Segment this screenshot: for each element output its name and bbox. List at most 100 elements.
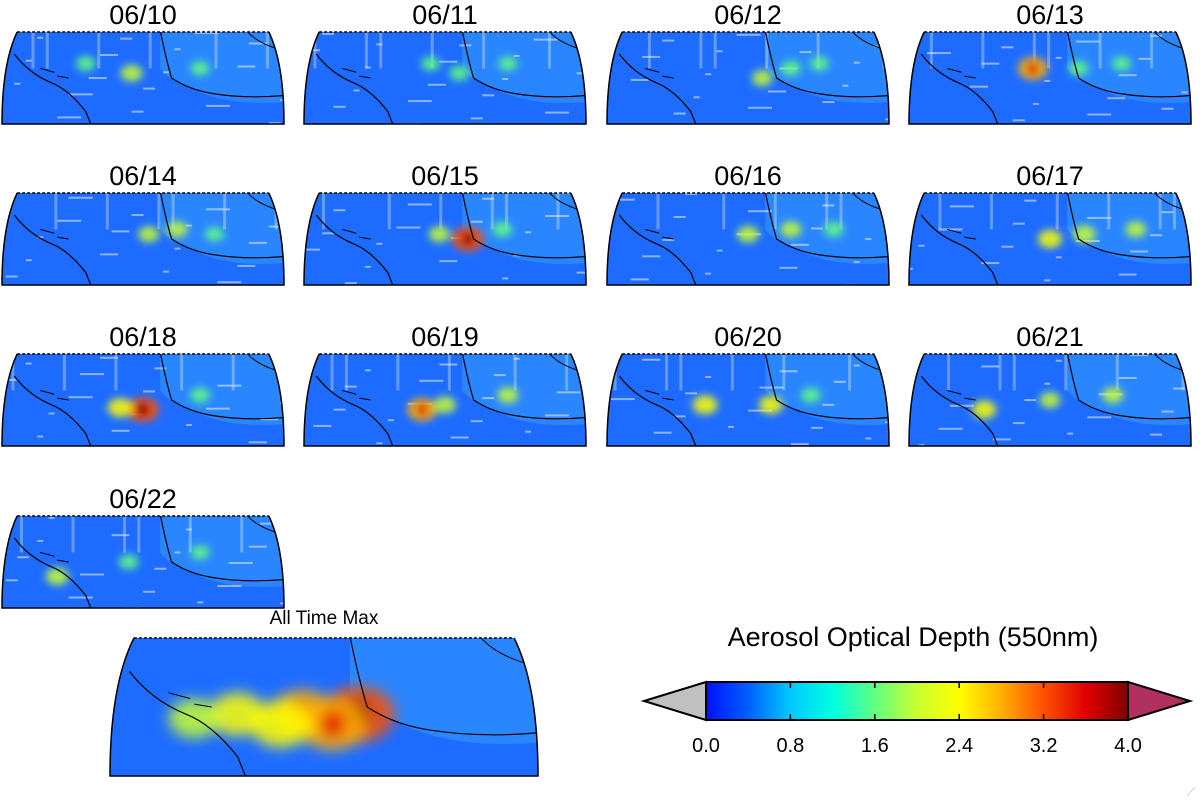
missing-data-swath <box>848 354 852 391</box>
coastline-islands <box>168 692 212 708</box>
missing-data-swath <box>265 32 269 69</box>
land-africa <box>160 516 284 588</box>
missing-data-streak <box>5 378 18 381</box>
aerosol-hotspot <box>421 56 441 71</box>
panel-date-label: 06/14 <box>109 161 177 191</box>
missing-data-streak <box>909 68 913 71</box>
missing-data-streak <box>280 99 284 102</box>
missing-data-streak <box>344 282 357 285</box>
missing-data-swath <box>505 193 509 230</box>
missing-data-swath <box>283 354 284 391</box>
coastline-islands <box>644 389 674 401</box>
missing-data-streak <box>143 87 155 90</box>
land-africa <box>765 32 889 104</box>
missing-data-streak <box>556 391 581 394</box>
coastline-america <box>618 375 698 446</box>
map-border <box>1 192 285 286</box>
missing-data-streak <box>68 93 93 96</box>
missing-data-swath <box>981 32 985 69</box>
missing-data-streak <box>48 412 55 415</box>
missing-data-streak <box>304 248 320 251</box>
daily-aod-map <box>908 31 1192 126</box>
missing-data-streak <box>470 420 483 423</box>
missing-data-streak <box>100 356 119 359</box>
missing-data-streak <box>88 77 107 80</box>
coastline-america <box>315 53 395 124</box>
missing-data-swath <box>322 193 326 230</box>
coastline-africa <box>1066 32 1191 98</box>
missing-data-streak <box>217 585 242 588</box>
missing-data-swath <box>180 354 184 391</box>
aerosol-hotspot <box>823 221 844 237</box>
missing-data-streak <box>100 253 119 256</box>
missing-data-streak <box>981 262 1000 265</box>
missing-data-streak <box>1150 34 1163 37</box>
daily-aod-map <box>606 31 890 125</box>
missing-data-streak <box>981 62 1000 65</box>
missing-data-streak <box>653 431 672 434</box>
missing-data-streak <box>194 32 219 34</box>
aerosol-hotspot <box>801 387 821 403</box>
aerosol-hotspot <box>1102 387 1124 404</box>
missing-data-swath <box>647 32 651 69</box>
missing-data-streak <box>1118 376 1137 379</box>
missing-data-streak <box>662 39 675 42</box>
map-border <box>908 31 1192 125</box>
missing-data-streak <box>822 403 835 406</box>
missing-data-swath <box>679 354 683 391</box>
missing-data-swath <box>447 354 451 391</box>
coastline-africa <box>349 638 538 736</box>
missing-data-swath <box>20 516 24 553</box>
panel-date-label: 06/16 <box>714 161 782 191</box>
missing-data-swath <box>556 193 560 230</box>
coastline-africa <box>159 193 284 259</box>
missing-data-streak <box>630 78 649 81</box>
missing-data-streak <box>280 602 284 605</box>
missing-data-swath <box>490 193 494 230</box>
missing-data-streak <box>25 259 32 262</box>
daily-aod-map <box>1 353 285 448</box>
panel-date-label: 06/13 <box>1016 0 1084 30</box>
aerosol-hotspot <box>737 225 759 243</box>
panel-date-label: 06/21 <box>1016 322 1084 352</box>
missing-data-swath <box>947 354 951 391</box>
aerosol-hotspot <box>1038 229 1062 249</box>
missing-data-swath <box>1107 193 1111 230</box>
missing-data-streak <box>174 447 180 448</box>
aerosol-hotspot <box>190 387 211 403</box>
aerosol-hotspot <box>428 226 450 243</box>
missing-data-swath <box>31 32 35 69</box>
missing-data-streak <box>759 386 784 389</box>
missing-data-streak <box>80 573 105 576</box>
missing-data-streak <box>407 203 432 206</box>
missing-data-streak <box>885 118 889 121</box>
missing-data-swath <box>825 193 829 230</box>
missing-data-streak <box>810 227 823 230</box>
missing-data-streak <box>470 220 483 223</box>
missing-data-streak <box>810 426 823 429</box>
missing-data-swath <box>565 354 569 391</box>
aerosol-hotspot <box>497 387 519 404</box>
map-border <box>908 353 1192 447</box>
missing-data-swath <box>171 193 175 230</box>
panel-date-label: 06/15 <box>411 161 479 191</box>
coastline-islands <box>39 67 69 79</box>
missing-data-streak <box>909 267 913 270</box>
missing-data-swath <box>773 193 777 230</box>
missing-data-streak <box>260 522 279 525</box>
missing-data-streak <box>111 534 130 537</box>
missing-data-streak <box>37 435 44 438</box>
missing-data-streak <box>790 243 809 246</box>
missing-data-swath <box>699 32 703 69</box>
missing-data-streak <box>662 239 675 241</box>
missing-data-streak <box>280 202 284 205</box>
missing-data-streak <box>513 54 520 57</box>
missing-data-swath <box>938 193 942 230</box>
aerosol-hotspot <box>498 56 518 71</box>
missing-data-swath <box>998 354 1002 391</box>
missing-data-streak <box>938 125 962 126</box>
aerosol-peak <box>137 402 149 417</box>
missing-data-streak <box>1044 79 1051 82</box>
missing-data-streak <box>630 278 649 281</box>
map-border <box>606 192 890 286</box>
